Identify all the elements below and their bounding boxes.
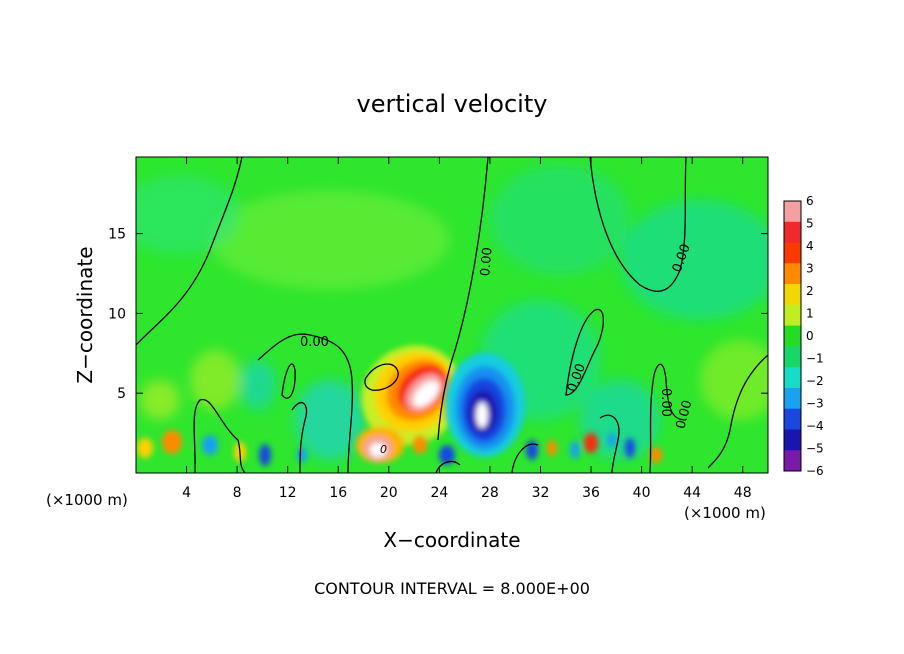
contour-label: 0 (380, 443, 387, 456)
colorbar-label: −6 (806, 464, 824, 478)
colorbar-swatch (784, 429, 801, 451)
y-tick-label: 15 (108, 227, 126, 243)
y-tick-label: 5 (117, 386, 126, 402)
downdraft-core (445, 353, 525, 457)
x-axis: 4 8 12 16 20 24 28 32 36 40 44 48 (182, 157, 752, 501)
colorbar-label: −5 (806, 442, 824, 456)
contour-label-group: 0.00 0.00 0.00 0.00 0.00 0.00 0 (300, 242, 696, 456)
colorbar-label: 2 (806, 284, 814, 298)
contour-label: 0.00 (674, 399, 696, 431)
x-tick-label: 8 (233, 485, 242, 501)
colorbar-swatch (784, 221, 801, 244)
colorbar-swatch (784, 242, 801, 264)
x-tick-label: 48 (734, 485, 752, 501)
y-tick-label: 10 (108, 306, 126, 322)
colorbar-swatch (784, 304, 801, 327)
x-tick-label: 12 (279, 485, 297, 501)
colorbar-label: −2 (806, 374, 824, 388)
colorbar-label: 0 (806, 329, 814, 343)
colorbar-swatch (784, 201, 801, 223)
field-shading (136, 165, 768, 460)
y-axis-label: Z−coordinate (73, 246, 97, 383)
colorbar-swatch (784, 408, 801, 430)
colorbar-label: −3 (806, 397, 824, 411)
colorbar-label: 1 (806, 307, 814, 321)
colorbar-swatch (784, 325, 801, 347)
updraft-core (356, 345, 463, 463)
colorbar: 6 5 4 3 2 1 0 −1 −2 −3 −4 −5 −6 (783, 194, 824, 478)
colorbar-label: −4 (806, 419, 824, 433)
y-axis: 5 10 15 (108, 227, 768, 402)
colorbar-frame (783, 200, 802, 472)
colorbar-swatch (784, 450, 801, 472)
colorbar-label: 5 (806, 217, 814, 231)
x-tick-label: 4 (182, 485, 191, 501)
x-axis-unit-left: (×1000 m) (46, 491, 128, 509)
contour-interval-footer: CONTOUR INTERVAL = 8.000E+00 (314, 579, 590, 598)
colorbar-label: 6 (806, 194, 814, 208)
x-tick-label: 28 (481, 485, 499, 501)
chart-title: vertical velocity (357, 90, 548, 118)
x-tick-label: 24 (430, 485, 448, 501)
colorbar-label: −1 (806, 352, 824, 366)
x-tick-label: 20 (380, 485, 398, 501)
colorbar-swatch (784, 387, 801, 410)
colorbar-label: 4 (806, 239, 814, 253)
x-tick-label: 44 (683, 485, 701, 501)
colorbar-swatch (784, 346, 801, 368)
colorbar-swatch (784, 263, 801, 285)
colorbar-swatch (784, 367, 801, 389)
x-axis-label: X−coordinate (383, 528, 520, 552)
plot-frame (135, 156, 769, 474)
x-tick-label: 16 (329, 485, 347, 501)
x-tick-label: 32 (532, 485, 550, 501)
colorbar-label: 3 (806, 262, 814, 276)
x-tick-label: 36 (582, 485, 600, 501)
contour-label: 0.00 (478, 247, 495, 277)
plot-area: 0.00 0.00 0.00 0.00 0.00 0.00 0 (136, 157, 768, 473)
colorbar-swatch (784, 284, 801, 306)
x-axis-unit-right: (×1000 m) (684, 504, 766, 522)
contour-label: 0.00 (300, 335, 329, 350)
contour-label: 0.00 (658, 388, 673, 417)
contour-lines (136, 157, 768, 473)
x-tick-label: 40 (633, 485, 651, 501)
